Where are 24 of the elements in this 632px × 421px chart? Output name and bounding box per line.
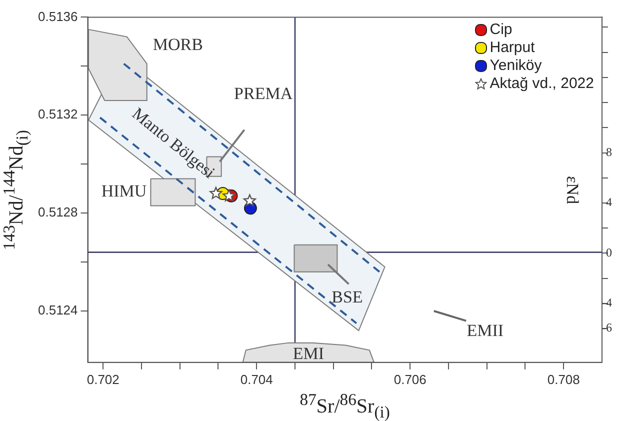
x-tick-label: 0.702 bbox=[86, 372, 120, 387]
x-tick-label: 0.706 bbox=[394, 372, 426, 387]
legend-label: Cip bbox=[490, 21, 512, 40]
annotation: HIMU bbox=[101, 182, 147, 201]
annotation: MORB bbox=[152, 34, 203, 54]
y2-axis-title: εNd bbox=[562, 176, 582, 204]
legend-label: Aktağ vd., 2022 bbox=[490, 75, 594, 94]
x-tick-label: 0.704 bbox=[240, 372, 273, 387]
y2-tick-label: 4 bbox=[606, 195, 612, 210]
y2-tick-label: 0 bbox=[606, 245, 612, 260]
y-tick-label: 0.5128 bbox=[38, 204, 78, 220]
legend-label: Harput bbox=[490, 39, 535, 58]
y-tick-label: 0.5132 bbox=[38, 106, 78, 122]
annotation: EMII bbox=[466, 321, 504, 340]
annotation: BSE bbox=[332, 287, 363, 306]
y2-tick-label: -4 bbox=[602, 296, 612, 310]
legend-label: Yeniköy bbox=[490, 57, 542, 76]
x-tick-label: 0.708 bbox=[547, 372, 580, 387]
annotation: PREMA bbox=[234, 84, 294, 104]
y-tick-label: 0.5136 bbox=[38, 8, 78, 24]
annotation: EMI bbox=[292, 344, 324, 364]
y-tick-label: 0.5124 bbox=[38, 302, 78, 318]
y2-tick-label: -6 bbox=[602, 320, 612, 335]
y2-tick-label: 8 bbox=[606, 144, 612, 159]
